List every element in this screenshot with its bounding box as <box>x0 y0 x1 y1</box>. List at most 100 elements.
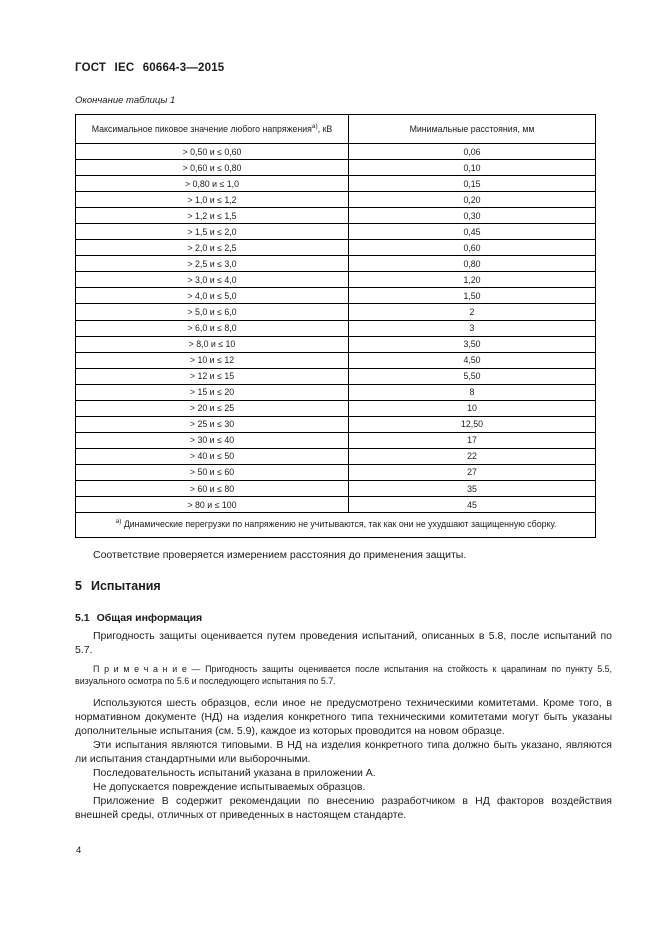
table-row: > 0,60 и ≤ 0,80 0,10 <box>75 159 596 177</box>
voltage-range-cell: > 2,0 и ≤ 2,5 <box>75 239 349 257</box>
table-row: > 40 и ≤ 50 22 <box>75 447 596 465</box>
table-row: > 0,50 и ≤ 0,60 0,06 <box>75 142 596 161</box>
col-header-voltage-unit: , кВ <box>317 124 333 134</box>
page-content: ГОСТ IEC 60664-3—2015 Окончание таблицы … <box>75 62 612 822</box>
min-distance-cell: 10 <box>348 399 596 417</box>
note-label: П р и м е ч а н и е <box>93 664 187 675</box>
min-distance-cell: 4,50 <box>348 351 596 369</box>
voltage-range-cell: > 15 и ≤ 20 <box>75 383 349 401</box>
voltage-range-cell: > 30 и ≤ 40 <box>75 431 349 449</box>
voltage-range-cell: > 5,0 и ≤ 6,0 <box>75 303 349 321</box>
table-row: > 0,80 и ≤ 1,0 0,15 <box>75 175 596 193</box>
min-distance-cell: 3,50 <box>348 335 596 353</box>
voltage-range-cell: > 4,0 и ≤ 5,0 <box>75 287 349 305</box>
table-row: > 4,0 и ≤ 5,0 1,50 <box>75 287 596 305</box>
section-title: Испытания <box>90 579 161 594</box>
table-row: > 30 и ≤ 40 17 <box>75 431 596 449</box>
paragraph-samples: Используются шесть образцов, если иное н… <box>75 696 612 737</box>
table-row: > 1,2 и ≤ 1,5 0,30 <box>75 207 596 225</box>
voltage-distance-table: Максимальное пиковое значение любого нап… <box>75 114 596 539</box>
table-row: > 1,0 и ≤ 1,2 0,20 <box>75 191 596 209</box>
min-distance-cell: 5,50 <box>348 367 596 385</box>
min-distance-cell: 8 <box>348 383 596 401</box>
table-row: > 80 и ≤ 100 45 <box>75 496 596 514</box>
table-row: > 1,5 и ≤ 2,0 0,45 <box>75 223 596 241</box>
table-row: > 12 и ≤ 15 5,50 <box>75 367 596 385</box>
voltage-range-cell: > 60 и ≤ 80 <box>75 479 349 498</box>
voltage-range-cell: > 6,0 и ≤ 8,0 <box>75 319 349 337</box>
document-header: ГОСТ IEC 60664-3—2015 <box>75 62 225 74</box>
min-distance-cell: 22 <box>348 447 596 465</box>
voltage-range-cell: > 40 и ≤ 50 <box>75 447 349 465</box>
table-header-row: Максимальное пиковое значение любого нап… <box>75 114 596 144</box>
min-distance-cell: 0,60 <box>348 239 596 257</box>
voltage-range-cell: > 2,5 и ≤ 3,0 <box>75 255 349 273</box>
table-row: > 2,5 и ≤ 3,0 0,80 <box>75 255 596 273</box>
table-row: > 60 и ≤ 80 35 <box>75 479 596 498</box>
paragraph-type-tests: Эти испытания являются типовыми. В НД на… <box>75 738 612 765</box>
min-distance-cell: 3 <box>348 319 596 337</box>
table-row: > 25 и ≤ 30 12,50 <box>75 415 596 433</box>
voltage-range-cell: > 0,60 и ≤ 0,80 <box>75 159 349 177</box>
min-distance-cell: 0,20 <box>348 191 596 209</box>
paragraph-sequence: Последовательность испытаний указана в п… <box>93 766 376 779</box>
table-row: > 5,0 и ≤ 6,0 2 <box>75 303 596 321</box>
table-footnote-text: Динамические перегрузки по напряжению не… <box>123 519 557 530</box>
table-body: > 0,50 и ≤ 0,60 0,06 > 0,60 и ≤ 0,80 0,10 > … <box>75 142 596 514</box>
table-row: > 8,0 и ≤ 10 3,50 <box>75 335 596 353</box>
col-header-voltage-text: Максимальное пиковое значение любого нап… <box>91 124 312 134</box>
table-footnote-row: а) Динамические перегрузки по напряжению… <box>75 512 596 539</box>
table-caption: Окончание таблицы 1 <box>75 95 176 106</box>
voltage-range-cell: > 12 и ≤ 15 <box>75 367 349 385</box>
paragraph-suitability: Пригодность защиты оценивается путем про… <box>75 630 612 657</box>
paragraph-annex-b: Приложение В содержит рекомендации по вн… <box>75 794 612 821</box>
table-row: > 10 и ≤ 12 4,50 <box>75 351 596 369</box>
voltage-range-cell: > 20 и ≤ 25 <box>75 399 349 417</box>
subsection-heading: 5.1 Общая информация <box>75 612 612 624</box>
compliance-paragraph: Соответствие проверяется измерением расс… <box>93 549 467 562</box>
voltage-range-cell: > 1,2 и ≤ 1,5 <box>75 207 349 225</box>
min-distance-cell: 0,10 <box>348 159 596 177</box>
table-row: > 20 и ≤ 25 10 <box>75 399 596 417</box>
min-distance-cell: 35 <box>348 479 596 498</box>
voltage-range-cell: > 10 и ≤ 12 <box>75 351 349 369</box>
min-distance-cell: 12,50 <box>348 415 596 433</box>
table-head: Максимальное пиковое значение любого нап… <box>75 114 596 144</box>
voltage-range-cell: > 0,80 и ≤ 1,0 <box>75 175 349 193</box>
voltage-range-cell: > 25 и ≤ 30 <box>75 415 349 433</box>
min-distance-cell: 17 <box>348 431 596 449</box>
section-number: 5 <box>75 579 82 594</box>
page-number: 4 <box>76 845 82 856</box>
col-header-voltage: Максимальное пиковое значение любого нап… <box>75 114 349 144</box>
col-header-distance: Минимальные расстояния, мм <box>348 114 596 144</box>
table-foot: а) Динамические перегрузки по напряжению… <box>75 512 596 539</box>
table-row: > 6,0 и ≤ 8,0 3 <box>75 319 596 337</box>
note-text: Пригодность защиты оценивается после исп… <box>75 664 612 686</box>
min-distance-cell: 45 <box>348 496 596 514</box>
voltage-range-cell: > 50 и ≤ 60 <box>75 463 349 481</box>
table-row: > 3,0 и ≤ 4,0 1,20 <box>75 271 596 289</box>
footnote-marker: а) <box>311 123 318 131</box>
min-distance-cell: 2 <box>348 303 596 321</box>
table-row: > 2,0 и ≤ 2,5 0,60 <box>75 239 596 257</box>
voltage-range-cell: > 8,0 и ≤ 10 <box>75 335 349 353</box>
min-distance-cell: 0,45 <box>348 223 596 241</box>
min-distance-cell: 27 <box>348 463 596 481</box>
voltage-range-cell: > 1,5 и ≤ 2,0 <box>75 223 349 241</box>
table-row: > 50 и ≤ 60 27 <box>75 463 596 481</box>
note-dash: — <box>191 664 201 675</box>
voltage-range-cell: > 0,50 и ≤ 0,60 <box>75 142 349 161</box>
min-distance-cell: 0,06 <box>348 142 596 161</box>
note-paragraph: П р и м е ч а н и е — Пригодность защиты… <box>75 664 612 688</box>
min-distance-cell: 0,15 <box>348 175 596 193</box>
table-row: > 15 и ≤ 20 8 <box>75 383 596 401</box>
voltage-range-cell: > 1,0 и ≤ 1,2 <box>75 191 349 209</box>
section-heading: 5 Испытания <box>75 579 612 593</box>
footnote-marker: а) <box>115 518 122 526</box>
voltage-range-cell: > 80 и ≤ 100 <box>75 496 349 514</box>
min-distance-cell: 1,20 <box>348 271 596 289</box>
subsection-number: 5.1 <box>75 612 90 625</box>
min-distance-cell: 0,30 <box>348 207 596 225</box>
min-distance-cell: 0,80 <box>348 255 596 273</box>
